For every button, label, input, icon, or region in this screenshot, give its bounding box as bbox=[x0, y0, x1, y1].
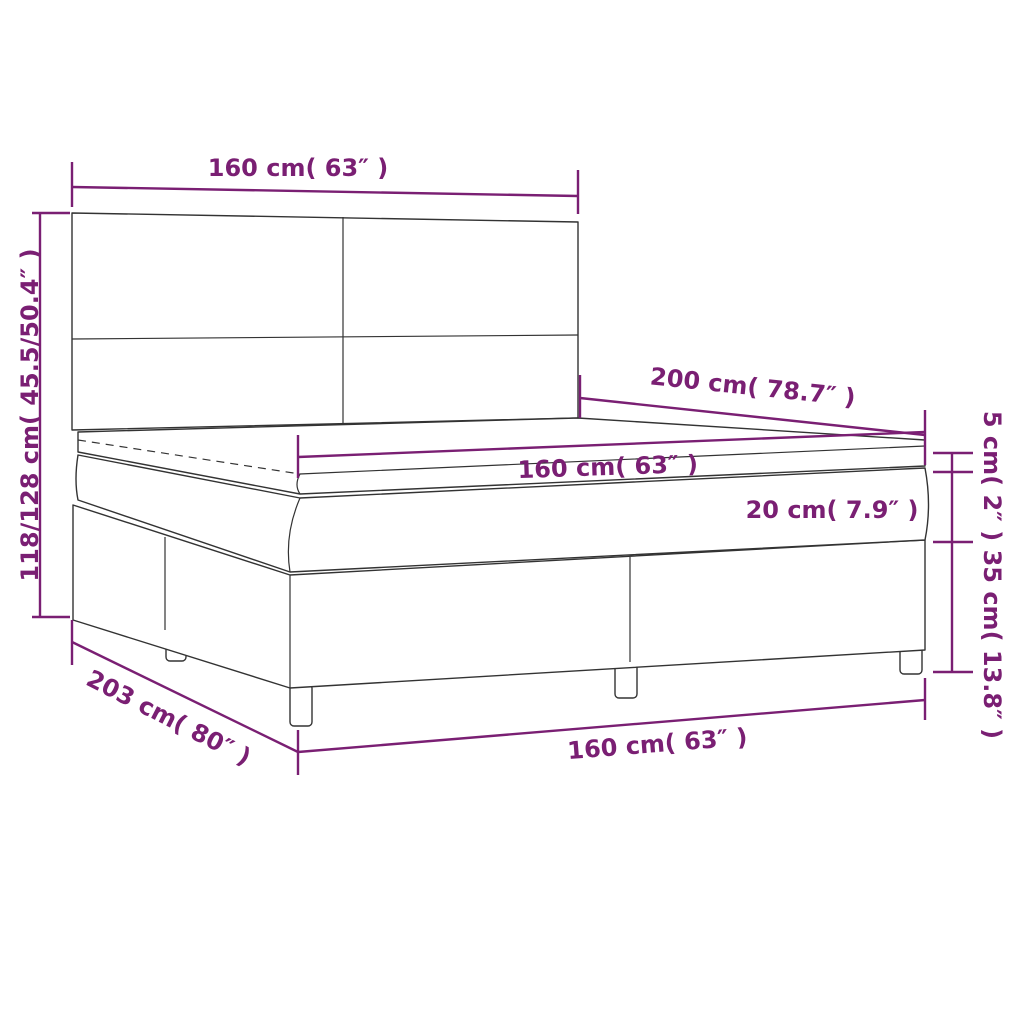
headboard bbox=[71, 212, 579, 431]
base-width-label: 160 cm( 63″ ) bbox=[566, 723, 748, 765]
total-height-label: 118/128 cm( 45.5/50.4″ ) bbox=[16, 248, 44, 581]
mattress bbox=[75, 454, 930, 573]
bed-illustration bbox=[71, 212, 930, 727]
mattress-topper bbox=[77, 417, 926, 495]
mattress-height-label: 20 cm( 7.9″ ) bbox=[746, 496, 919, 524]
headboard-width-label: 160 cm( 63″ ) bbox=[208, 154, 388, 182]
dimension-lines bbox=[32, 162, 973, 775]
topper-base-height-label: 5 cm( 2″ ) 35 cm( 13.8″ ) bbox=[978, 411, 1006, 739]
mattress-length-label: 200 cm( 78.7″ ) bbox=[649, 362, 857, 411]
mattress-width-label: 160 cm( 63″ ) bbox=[517, 450, 698, 484]
